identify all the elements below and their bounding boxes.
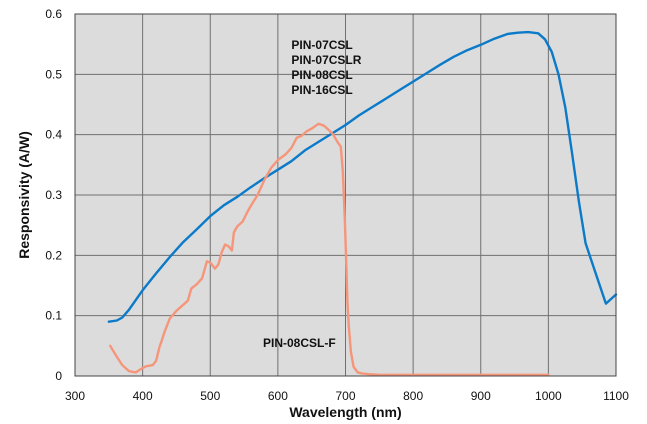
x-tick-label: 800 bbox=[403, 389, 423, 403]
y-tick-label: 0.5 bbox=[45, 67, 62, 81]
series-line-2 bbox=[109, 122, 550, 376]
y-tick-label: 0.3 bbox=[45, 188, 62, 202]
x-tick-labels: 300 400 500 600 700 800 900 1000 1100 bbox=[65, 389, 629, 403]
annotation-label: PIN-16CSL bbox=[291, 83, 352, 97]
plot-frame bbox=[74, 13, 617, 377]
annotation-label: PIN-08CSL-F bbox=[263, 336, 336, 350]
y-tick-label: 0 bbox=[55, 369, 62, 383]
y-tick-label: 0.4 bbox=[45, 128, 62, 142]
y-tick-label: 0.6 bbox=[45, 7, 62, 21]
x-tick-label: 1000 bbox=[535, 389, 562, 403]
x-tick-label: 300 bbox=[65, 389, 85, 403]
x-tick-label: 900 bbox=[471, 389, 491, 403]
x-tick-label: 500 bbox=[200, 389, 220, 403]
x-tick-label: 400 bbox=[133, 389, 153, 403]
x-tick-label: 600 bbox=[268, 389, 288, 403]
series-lines bbox=[107, 30, 618, 376]
annotation-label: PIN-08CSL bbox=[291, 68, 352, 82]
x-axis-title: Wavelength (nm) bbox=[289, 404, 401, 420]
x-tick-label: 1100 bbox=[603, 389, 629, 403]
annotation-label: PIN-07CSL bbox=[291, 38, 352, 52]
y-axis-title: Responsivity (A/W) bbox=[16, 131, 32, 259]
y-tick-label: 0.2 bbox=[45, 248, 62, 262]
x-tick-label: 700 bbox=[335, 389, 355, 403]
series-line-1 bbox=[107, 30, 618, 323]
annotation-label: PIN-07CSLR bbox=[291, 53, 361, 67]
y-tick-labels: 0 0.1 0.2 0.3 0.4 0.5 0.6 bbox=[45, 7, 62, 383]
y-tick-label: 0.1 bbox=[45, 309, 62, 323]
